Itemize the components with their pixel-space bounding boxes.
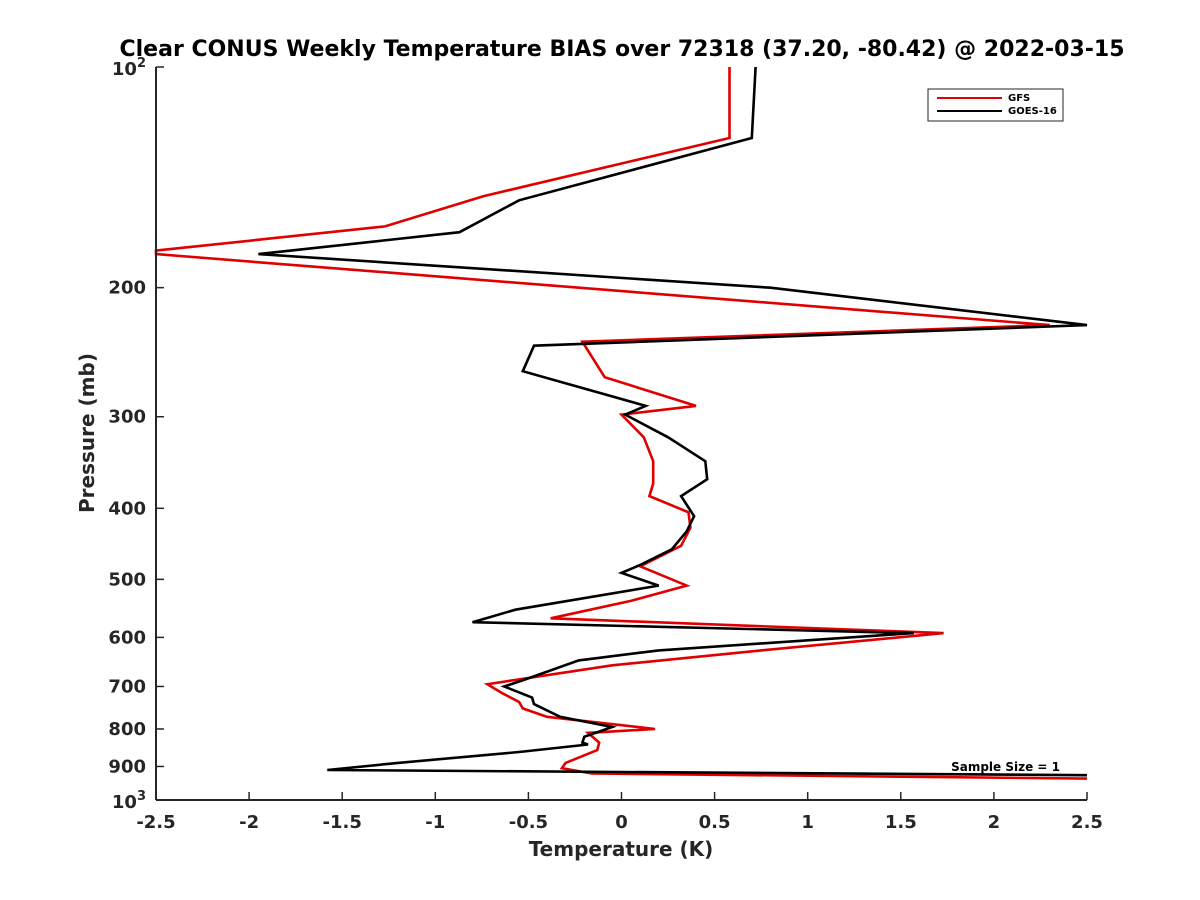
chart-title: Clear CONUS Weekly Temperature BIAS over… xyxy=(119,37,1124,62)
x-tick-label: -1.5 xyxy=(323,812,362,833)
x-tick-label: 2 xyxy=(988,812,1001,833)
y-tick-label-power: 102 xyxy=(112,56,146,80)
legend-box xyxy=(927,88,1064,122)
x-tick-label: 0 xyxy=(615,812,628,833)
x-tick-label: 1 xyxy=(801,812,814,833)
y-tick-label: 900 xyxy=(108,756,146,777)
x-tick-label: -1 xyxy=(425,812,445,833)
legend: GFS GOES-16 xyxy=(927,88,1064,122)
y-tick-label: 700 xyxy=(108,676,146,697)
y-tick-label: 200 xyxy=(108,278,146,299)
sample-size-annotation: Sample Size = 1 xyxy=(951,760,1060,774)
legend-label-gfs: GFS xyxy=(1008,93,1030,104)
y-axis-ticks: 200 300 400 500 600 700 800 900 102 103 xyxy=(108,56,164,813)
plot-lines xyxy=(154,66,1088,780)
x-axis-ticks: -2.5 -2 -1.5 -1 -0.5 0 0.5 1 1.5 2 2.5 xyxy=(136,792,1103,833)
y-axis-label: Pressure (mb) xyxy=(75,353,99,513)
y-tick-label: 300 xyxy=(108,407,146,428)
y-tick-label: 500 xyxy=(108,569,146,590)
x-tick-label: 0.5 xyxy=(699,812,731,833)
x-tick-label: -2 xyxy=(239,812,259,833)
y-tick-label-power: 103 xyxy=(112,789,146,813)
x-axis-label: Temperature (K) xyxy=(529,837,714,861)
x-tick-label: 1.5 xyxy=(885,812,917,833)
y-tick-label: 800 xyxy=(108,719,146,740)
x-tick-label: 2.5 xyxy=(1071,812,1103,833)
legend-label-goes16: GOES-16 xyxy=(1008,106,1057,117)
x-tick-label: -2.5 xyxy=(136,812,175,833)
x-tick-label: -0.5 xyxy=(509,812,548,833)
y-tick-label: 600 xyxy=(108,627,146,648)
series-line-goes16 xyxy=(258,66,1088,777)
y-tick-label: 400 xyxy=(108,498,146,519)
